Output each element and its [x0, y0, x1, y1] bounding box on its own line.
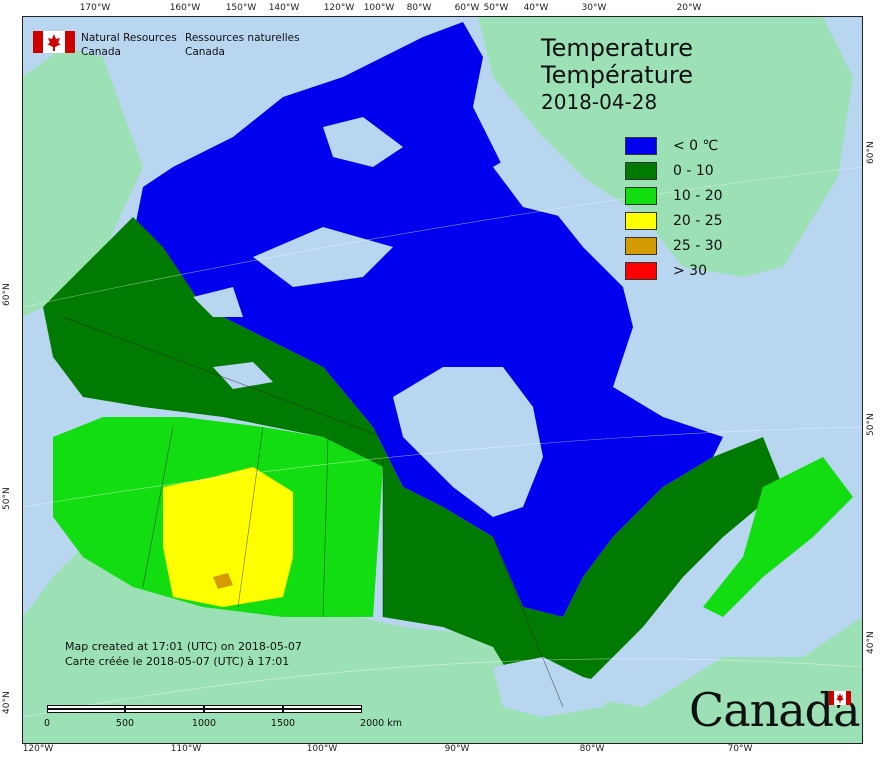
canada-flag-icon — [33, 31, 75, 53]
tick-top-40w: 40°W — [523, 3, 549, 13]
credit-fr: Carte créée le 2018-05-07 (UTC) à 17:01 — [65, 655, 290, 668]
scale-segment — [283, 705, 362, 709]
tick-bottom-100w: 100°W — [306, 744, 338, 754]
title-fr: Température — [541, 61, 694, 89]
temperature-map — [23, 17, 862, 743]
tick-right-60n: 60°N — [866, 141, 876, 164]
tick-top-170w: 170°W — [79, 3, 111, 13]
scale-segment — [125, 709, 204, 713]
alaska-land — [23, 47, 143, 317]
agency-name-fr-2: Canada — [185, 46, 225, 58]
tick-top-160w: 160°W — [169, 3, 201, 13]
region-cool-west — [43, 217, 783, 707]
tick-left-40n: 40°N — [2, 691, 12, 714]
legend-label: < 0 ℃ — [673, 138, 719, 154]
tick-right-40n: 40°N — [866, 631, 876, 654]
tick-top-30w: 30°W — [581, 3, 607, 13]
great-slave-lake — [213, 362, 273, 389]
tick-bottom-120w: 120°W — [22, 744, 54, 754]
tick-top-50w: 50°W — [483, 3, 509, 13]
tick-left-60n: 60°N — [2, 283, 12, 306]
scale-segment — [283, 709, 362, 713]
legend-swatch — [625, 187, 657, 205]
scale-segment — [47, 709, 125, 713]
tick-bottom-70w: 70°W — [727, 744, 753, 754]
scale-label-1500: 1500 — [270, 718, 296, 729]
scale-label-1000: 1000 — [191, 718, 217, 729]
agency-name-en-2: Canada — [81, 46, 121, 58]
scale-label-500: 500 — [115, 718, 135, 729]
wordmark-flag-icon — [829, 691, 851, 705]
legend-swatch — [625, 237, 657, 255]
arctic-channel-1 — [253, 227, 393, 287]
greenland-land — [478, 17, 853, 277]
tick-left-50n: 50°N — [2, 487, 12, 510]
legend-swatch — [625, 262, 657, 280]
tick-bottom-80w: 80°W — [579, 744, 605, 754]
tick-top-120w: 120°W — [323, 3, 355, 13]
tick-top-80w: 80°W — [406, 3, 432, 13]
legend-swatch — [625, 162, 657, 180]
scale-segment — [47, 705, 125, 709]
region-hot — [213, 573, 233, 589]
map-date: 2018-04-28 — [541, 90, 658, 114]
hudson-bay — [393, 367, 543, 517]
legend-label: 25 - 30 — [673, 238, 723, 254]
agency-name-en-1: Natural Resources — [81, 32, 177, 44]
tick-right-50n: 50°N — [866, 413, 876, 436]
tick-bottom-90w: 90°W — [444, 744, 470, 754]
scale-segment — [204, 705, 283, 709]
region-mild-east — [703, 457, 853, 617]
agency-name-fr-1: Ressources naturelles — [185, 32, 300, 44]
legend-label: 0 - 10 — [673, 163, 714, 179]
region-warm — [163, 467, 293, 607]
tick-top-20w: 20°W — [676, 3, 702, 13]
tick-top-100w: 100°W — [363, 3, 395, 13]
canada-wordmark: Canada — [689, 683, 861, 737]
arctic-channel-2 — [323, 117, 403, 167]
legend-swatch — [625, 212, 657, 230]
scale-segment — [204, 709, 283, 713]
region-cold-north — [133, 22, 723, 617]
legend-swatch — [625, 137, 657, 155]
great-bear-lake — [193, 287, 243, 317]
legend-label: 10 - 20 — [673, 188, 723, 204]
graticule — [23, 166, 862, 718]
boundary-lines — [62, 316, 564, 708]
baffin-bay — [493, 137, 583, 217]
credit-en: Map created at 17:01 (UTC) on 2018-05-07 — [65, 640, 302, 653]
map-frame: Natural Resources Canada Ressources natu… — [22, 16, 863, 744]
scale-bar: 0 500 1000 1500 2000 km — [44, 705, 402, 729]
great-lakes — [493, 657, 623, 717]
tick-top-140w: 140°W — [268, 3, 300, 13]
map-title: Temperature Température 2018-04-28 — [541, 35, 693, 115]
legend-label: 20 - 25 — [673, 213, 723, 229]
title-en: Temperature — [541, 34, 694, 62]
tick-top-150w: 150°W — [225, 3, 257, 13]
scale-label-0: 0 — [43, 718, 51, 729]
map-credit: Map created at 17:01 (UTC) on 2018-05-07… — [65, 639, 302, 669]
tick-top-60w: 60°W — [454, 3, 480, 13]
tick-bottom-110w: 110°W — [170, 744, 202, 754]
legend-label: > 30 — [673, 263, 707, 279]
scale-label-2000: 2000 km — [360, 718, 402, 729]
scale-segment — [125, 705, 204, 709]
